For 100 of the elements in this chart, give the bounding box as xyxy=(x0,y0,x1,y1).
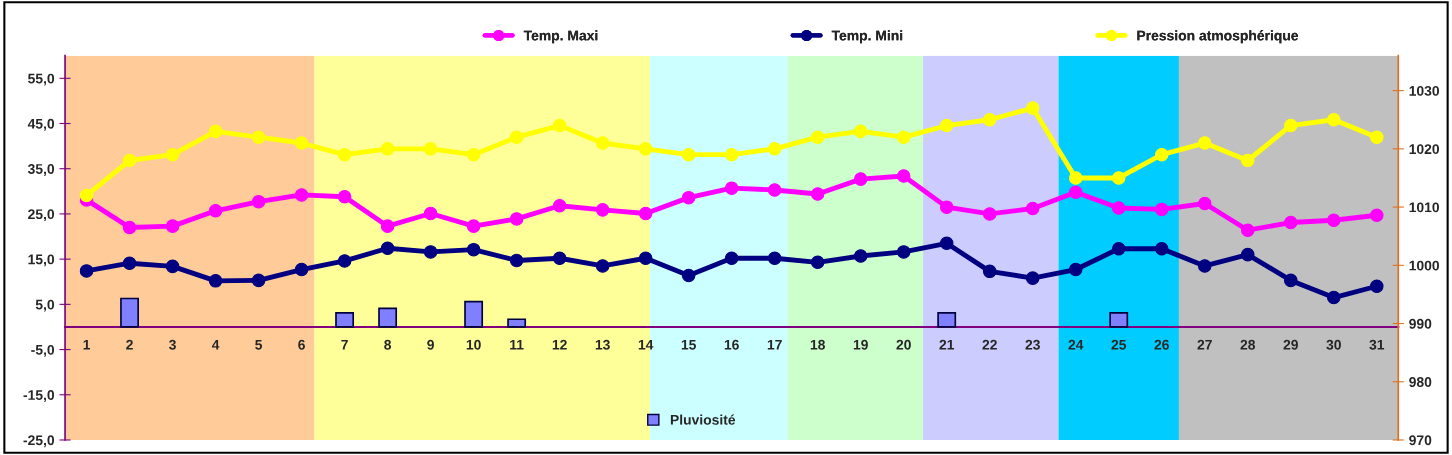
point xyxy=(1240,153,1255,168)
point xyxy=(122,220,137,235)
point xyxy=(939,200,954,214)
point xyxy=(509,253,524,268)
x-tick-label: 7 xyxy=(341,339,348,350)
point xyxy=(853,249,868,263)
y2-tick-label: 1020 xyxy=(1409,144,1440,155)
point xyxy=(724,181,739,195)
point xyxy=(982,264,997,279)
y2-tick-label: 980 xyxy=(1409,377,1432,387)
point xyxy=(380,241,395,256)
y2-tick-label: 990 xyxy=(1409,318,1432,329)
y2-tick-label: 1030 xyxy=(1409,85,1440,96)
y-tick-label: -25,0 xyxy=(23,435,55,448)
x-tick-label: 1 xyxy=(83,339,91,350)
x-tick-label: 20 xyxy=(896,339,911,350)
x-tick-label: 11 xyxy=(510,339,524,350)
point xyxy=(939,118,954,133)
point xyxy=(896,245,911,259)
point xyxy=(337,254,352,268)
point xyxy=(208,204,223,218)
point xyxy=(466,147,481,162)
point xyxy=(165,219,180,233)
y-tick-label: 35,0 xyxy=(27,164,55,176)
x-tick-label: 8 xyxy=(384,339,392,350)
point xyxy=(767,183,782,197)
point xyxy=(122,153,137,168)
point xyxy=(122,256,137,270)
y2-tick-label: 1000 xyxy=(1409,260,1440,271)
point xyxy=(380,142,395,156)
point xyxy=(251,130,266,144)
x-tick-label: 9 xyxy=(427,339,434,350)
point xyxy=(595,136,610,150)
point xyxy=(724,251,739,266)
y-tick-label: 15,0 xyxy=(28,254,55,267)
y2-tick-label: 970 xyxy=(1409,435,1432,446)
legend-label: Pluviosité xyxy=(670,414,736,425)
point xyxy=(1025,271,1040,285)
point xyxy=(896,169,911,183)
point xyxy=(1197,196,1212,211)
point xyxy=(1111,241,1126,256)
y-tick-label: 45,0 xyxy=(27,118,55,131)
point xyxy=(1068,185,1083,199)
point xyxy=(982,112,997,127)
point xyxy=(423,142,438,156)
legend-label: Temp. Mini xyxy=(831,30,903,44)
x-tick-label: 16 xyxy=(724,339,739,350)
point xyxy=(423,245,438,259)
legend-label: Pression atmosphérique xyxy=(1137,30,1299,44)
point xyxy=(939,236,954,251)
point xyxy=(380,219,395,233)
x-tick-label: 27 xyxy=(1197,339,1212,350)
x-tick-label: 22 xyxy=(982,339,997,350)
x-tick-label: 3 xyxy=(169,339,176,350)
point xyxy=(251,273,266,288)
x-tick-label: 19 xyxy=(853,339,868,350)
x-tick-label: 23 xyxy=(1025,339,1040,350)
point xyxy=(638,251,653,266)
point xyxy=(810,187,825,201)
y-tick-label: -15,0 xyxy=(23,390,55,402)
point xyxy=(165,147,180,162)
point xyxy=(810,130,825,144)
point xyxy=(595,259,610,273)
point xyxy=(1370,130,1384,144)
point xyxy=(1327,112,1341,127)
point xyxy=(853,124,868,139)
point xyxy=(1068,262,1083,277)
x-tick-label: 2 xyxy=(126,339,133,350)
point xyxy=(466,242,481,257)
point xyxy=(1240,223,1255,237)
point xyxy=(896,130,911,144)
point xyxy=(79,264,94,278)
point xyxy=(509,212,524,226)
point xyxy=(423,206,438,221)
point xyxy=(294,136,309,150)
x-tick-label: 10 xyxy=(466,339,481,350)
x-tick-label: 14 xyxy=(638,339,654,350)
x-tick-label: 5 xyxy=(255,339,263,350)
point xyxy=(681,190,696,205)
y-tick-label: 55,0 xyxy=(28,73,55,86)
legend-label: Temp. Maxi xyxy=(523,30,598,44)
x-tick-label: 31 xyxy=(1369,339,1385,350)
point xyxy=(1111,171,1126,185)
x-tick-label: 15 xyxy=(681,339,696,350)
point xyxy=(853,172,868,186)
point xyxy=(208,274,223,288)
point xyxy=(982,207,997,221)
x-tick-label: 24 xyxy=(1068,339,1084,350)
x-tick-label: 6 xyxy=(298,339,305,350)
point xyxy=(638,206,653,221)
point xyxy=(1154,202,1169,217)
point xyxy=(681,147,696,162)
point xyxy=(165,259,180,274)
point xyxy=(79,188,94,203)
point xyxy=(595,203,610,217)
point xyxy=(1283,273,1298,288)
point xyxy=(638,142,653,156)
y-tick-label: -5,0 xyxy=(31,344,55,357)
point xyxy=(1154,241,1169,256)
x-tick-label: 13 xyxy=(595,339,610,350)
